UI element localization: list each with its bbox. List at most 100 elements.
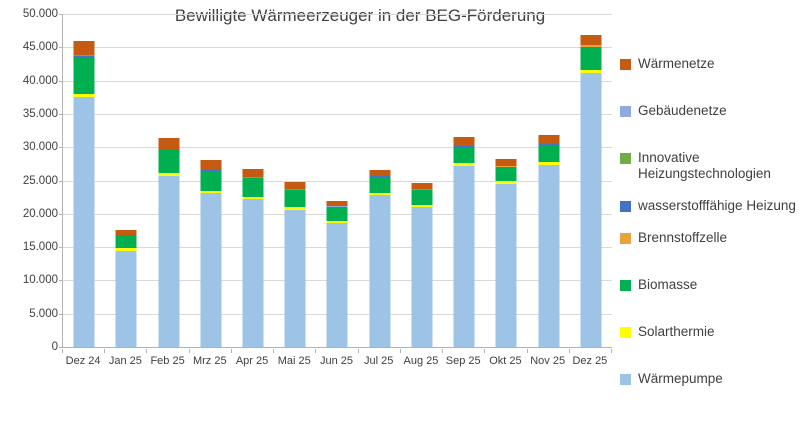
x-axis-label: Dez 24 (65, 355, 101, 367)
bar-segment[interactable] (411, 183, 433, 190)
bar-segment[interactable] (453, 147, 475, 164)
bar-segment[interactable] (284, 190, 306, 208)
bar-segment[interactable] (538, 145, 560, 162)
bar-segment[interactable] (411, 207, 433, 347)
bar-segment[interactable] (200, 170, 222, 171)
legend-item[interactable]: Wärmenetze (620, 56, 798, 72)
gridline (63, 180, 612, 182)
bar-segment[interactable] (242, 196, 264, 200)
bar-segment[interactable] (200, 190, 222, 194)
bar-segment[interactable] (453, 146, 475, 148)
x-axis-label: Okt 25 (489, 355, 522, 367)
bar-segment[interactable] (495, 166, 517, 182)
bar-segment[interactable] (115, 229, 137, 236)
x-axis-label: Aug 25 (403, 355, 439, 367)
stacked-bar[interactable] (369, 169, 391, 347)
bar-segment[interactable] (158, 149, 180, 174)
bar-segment[interactable] (200, 193, 222, 347)
bar-segment[interactable] (411, 190, 433, 205)
bar-segment[interactable] (326, 201, 348, 207)
bar-segment[interactable] (158, 175, 180, 347)
y-axis-label: 50.000 (22, 8, 58, 20)
bar-segment[interactable] (369, 176, 391, 193)
bar-segment[interactable] (200, 170, 222, 191)
stacked-bar[interactable] (242, 169, 264, 347)
bar-segment[interactable] (369, 192, 391, 196)
legend-item[interactable]: Brennstoffzelle (620, 230, 798, 246)
bar-segment[interactable] (73, 97, 95, 347)
bar-segment[interactable] (242, 199, 264, 347)
bar-segment[interactable] (538, 161, 560, 165)
bar-segment[interactable] (242, 178, 264, 197)
y-tick-mark (59, 80, 63, 82)
bar-segment[interactable] (326, 221, 348, 224)
bar-segment[interactable] (411, 204, 433, 208)
bar-segment[interactable] (580, 46, 602, 70)
bar-segment[interactable] (453, 136, 475, 147)
bar-segment[interactable] (495, 181, 517, 184)
bar-segment[interactable] (242, 169, 264, 178)
bar-segment[interactable] (453, 165, 475, 347)
gridline (63, 14, 612, 15)
stacked-bar[interactable] (538, 134, 560, 347)
bar-segment[interactable] (369, 169, 391, 176)
bar-segment[interactable] (158, 173, 180, 176)
legend-item[interactable]: wasserstofffähige Heizung (620, 198, 798, 214)
y-axis-label: 20.000 (22, 207, 58, 220)
bar-segment[interactable] (115, 235, 137, 249)
legend-item-label: Wärmepumpe (638, 371, 723, 386)
x-axis-label: Nov 25 (530, 355, 566, 367)
bar-segment[interactable] (73, 93, 95, 98)
bar-segment[interactable] (369, 195, 391, 347)
bar-segment[interactable] (326, 223, 348, 347)
x-tick-mark (484, 349, 486, 353)
bar-segment[interactable] (158, 149, 180, 150)
y-tick-mark (59, 47, 63, 49)
legend-item[interactable]: Innovative Heizungstechnologien (620, 150, 798, 182)
bar-segment[interactable] (495, 158, 517, 166)
bar-segment[interactable] (326, 207, 348, 222)
bar-segment[interactable] (580, 34, 602, 46)
stacked-bar[interactable] (200, 159, 222, 347)
legend-item[interactable]: Solarthermie (620, 324, 798, 340)
bar-segment[interactable] (115, 251, 137, 347)
stacked-bar[interactable] (580, 34, 602, 347)
bar-slot (274, 14, 316, 347)
stacked-bar[interactable] (326, 201, 348, 347)
legend-item[interactable]: Wärmepumpe (620, 371, 798, 387)
x-tick-mark (230, 349, 232, 353)
bar-segment[interactable] (158, 138, 180, 149)
stacked-bar[interactable] (411, 183, 433, 347)
bar-segment[interactable] (200, 159, 222, 170)
bar-segment[interactable] (538, 164, 560, 347)
legend-item[interactable]: Gebäudenetze (620, 103, 798, 119)
bar-segment[interactable] (538, 144, 560, 146)
stacked-bar[interactable] (73, 41, 95, 347)
bar-segment[interactable] (495, 165, 517, 167)
y-tick-mark (59, 113, 63, 115)
bar-segment[interactable] (453, 163, 475, 166)
bar-segment[interactable] (242, 177, 264, 179)
bar-segment[interactable] (73, 57, 95, 94)
bar-segment[interactable] (495, 183, 517, 347)
bar-segment[interactable] (369, 176, 391, 177)
bar-segment[interactable] (73, 55, 95, 58)
bar-segment[interactable] (580, 72, 602, 347)
bar-segment[interactable] (538, 134, 560, 145)
bar-segment[interactable] (284, 182, 306, 190)
bar-segment[interactable] (284, 207, 306, 210)
stacked-bar[interactable] (453, 136, 475, 347)
y-axis-label: 25.000 (22, 174, 58, 187)
bar-segment[interactable] (580, 45, 602, 47)
y-axis-label: 0 (51, 341, 58, 353)
bar-segment[interactable] (580, 69, 602, 73)
bar-segment[interactable] (73, 41, 95, 55)
stacked-bar[interactable] (115, 229, 137, 347)
stacked-bar[interactable] (158, 138, 180, 347)
legend-item[interactable]: Biomasse (620, 277, 798, 293)
stacked-bar[interactable] (495, 158, 517, 347)
stacked-bar[interactable] (284, 182, 306, 347)
x-axis-label: Mrz 25 (192, 355, 227, 367)
bar-segment[interactable] (284, 209, 306, 347)
bar-segment[interactable] (115, 248, 137, 252)
